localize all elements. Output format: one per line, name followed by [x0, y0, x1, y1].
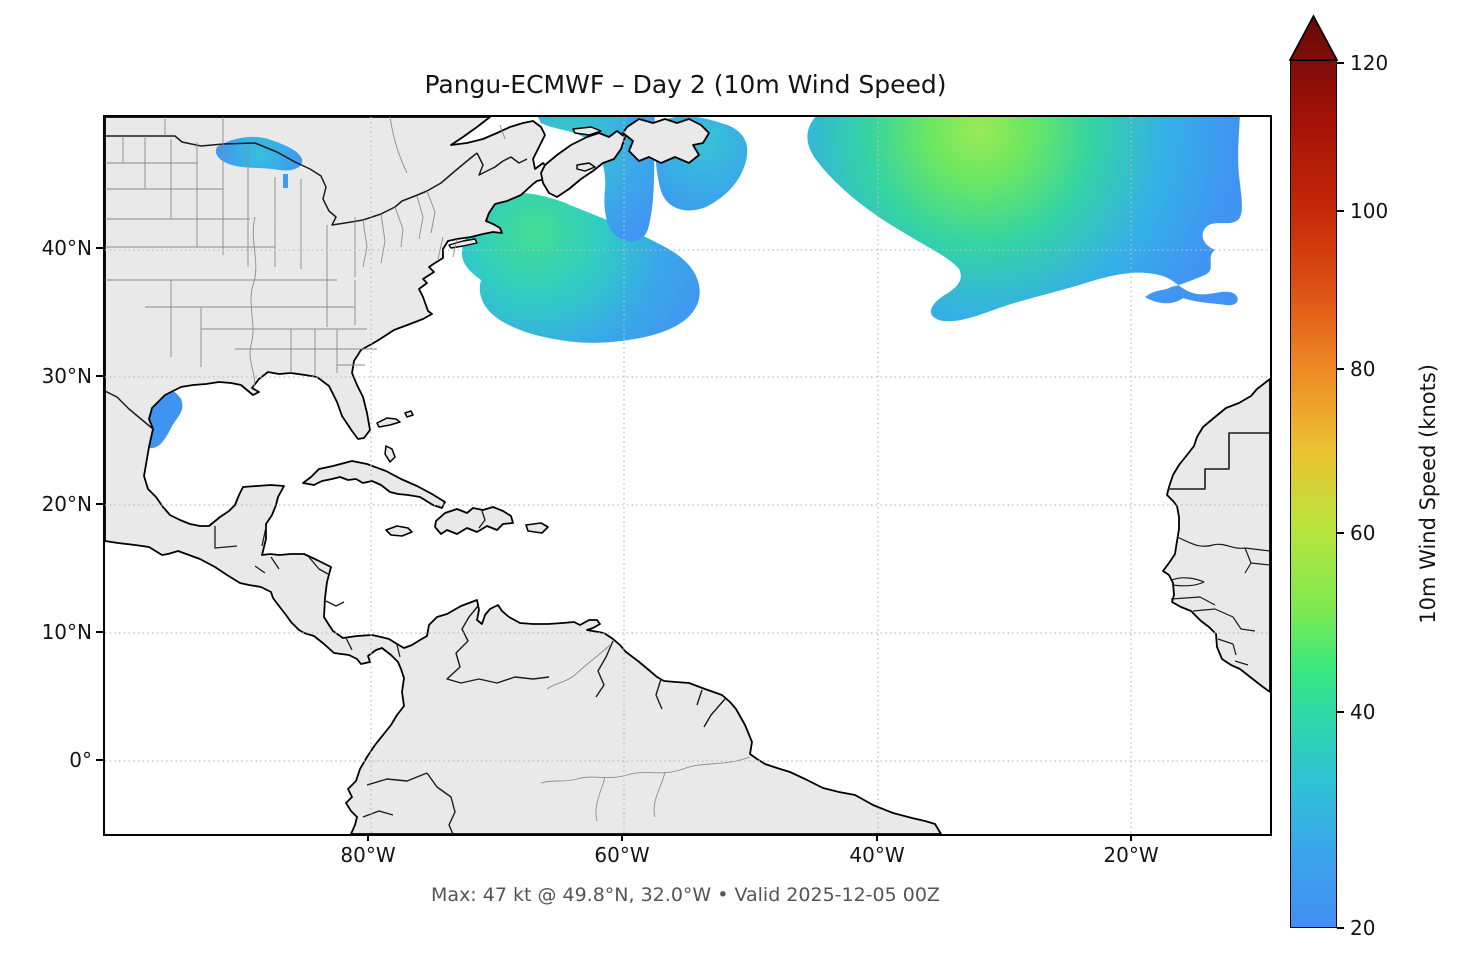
wind-region-lake-superior	[215, 136, 303, 188]
colorbar-tick-label: 60	[1350, 521, 1376, 546]
colorbar-tick-mark	[1337, 710, 1344, 713]
x-tick-mark	[876, 834, 878, 841]
y-tick-label: 0°	[69, 748, 92, 772]
x-tick-label: 80°W	[340, 843, 396, 867]
colorbar-label: 10m Wind Speed (knots)	[1416, 364, 1440, 624]
island-pei	[576, 162, 596, 172]
island-hispaniola	[434, 506, 514, 535]
island-anticosti	[572, 126, 602, 136]
y-tick-mark	[96, 503, 103, 505]
island-jamaica	[385, 525, 413, 537]
border-us-mexico	[105, 390, 154, 430]
colorbar-tick-label: 20	[1350, 916, 1376, 940]
x-tick-mark	[367, 834, 369, 841]
map-gridlines	[105, 117, 1270, 834]
y-tick-label: 30°N	[41, 364, 92, 388]
island-cuba	[302, 460, 446, 509]
y-tick-label: 10°N	[41, 620, 92, 644]
borders-west-africa-south	[1170, 536, 1270, 666]
x-tick-label: 20°W	[1103, 843, 1159, 867]
map-plot-area	[103, 115, 1272, 836]
colorbar-tick-label: 100	[1350, 199, 1389, 224]
river-mississippi	[249, 216, 257, 388]
island-long-island	[448, 238, 478, 249]
map-canvas	[105, 117, 1270, 834]
y-tick-label: 20°N	[41, 492, 92, 516]
x-tick-label: 40°W	[849, 843, 905, 867]
x-tick-label: 60°W	[594, 843, 650, 867]
border-maine	[476, 152, 528, 176]
figure-title: Pangu-ECMWF – Day 2 (10m Wind Speed)	[424, 70, 947, 99]
x-tick-mark	[621, 834, 623, 841]
country-borders	[105, 135, 1270, 834]
wind-region-gulf-st-lawrence	[538, 117, 655, 242]
border-us-canada	[105, 135, 478, 226]
wind-speed-field	[135, 117, 1242, 449]
borders-west-africa	[1168, 432, 1270, 490]
river-amazon	[540, 644, 751, 822]
landmass-newfoundland	[622, 118, 710, 164]
colorbar-gradient	[1290, 60, 1337, 928]
landmass-americas	[105, 117, 942, 834]
y-tick-mark	[96, 759, 103, 761]
colorbar-tick-mark	[1337, 62, 1344, 65]
max-annotation: Max: 47 kt @ 49.8°N, 32.0°W • Valid 2025…	[431, 884, 940, 906]
colorbar-over-arrow	[1288, 14, 1339, 61]
y-tick-mark	[96, 247, 103, 249]
borders-south-america	[362, 605, 726, 834]
y-tick-mark	[96, 631, 103, 633]
colorbar-tick-mark	[1337, 532, 1344, 535]
y-tick-mark	[96, 375, 103, 377]
island-puerto-rico	[525, 522, 549, 534]
y-tick-label: 40°N	[41, 236, 92, 260]
x-tick-mark	[1130, 834, 1132, 841]
wind-region-ne-atlantic	[807, 117, 1242, 322]
state-borders	[105, 117, 751, 822]
colorbar-tick-mark	[1337, 368, 1344, 370]
colorbar-tick-label: 80	[1350, 357, 1376, 381]
colorbar-tick-mark	[1337, 927, 1344, 929]
colorbar-tick-label: 120	[1350, 51, 1389, 76]
border-central-america	[214, 526, 401, 658]
colorbar-tick-label: 40	[1350, 699, 1376, 724]
island-bahamas	[376, 410, 414, 463]
land-masses	[105, 117, 1270, 834]
wind-region-us-east-coast	[461, 192, 700, 343]
landmass-west-africa	[1162, 378, 1270, 693]
colorbar-tick-mark	[1337, 210, 1344, 213]
border-haiti-dr	[478, 510, 486, 529]
